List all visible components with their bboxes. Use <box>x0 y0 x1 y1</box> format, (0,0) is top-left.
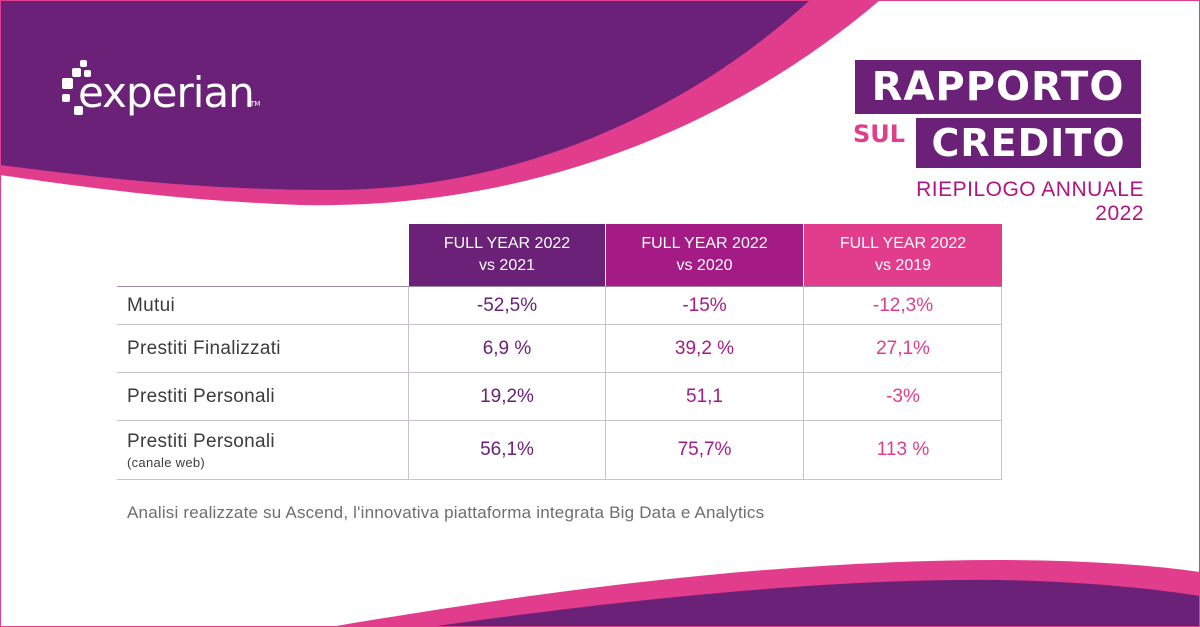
column-header-2019: FULL YEAR 2022 vs 2019 <box>804 224 1002 286</box>
table-cell: 51,1 <box>686 385 723 407</box>
table-row: Prestiti Personali 19,2% 51,1 -3% <box>117 372 1002 420</box>
logo-trademark: TM <box>250 100 261 108</box>
column-header-2020: FULL YEAR 2022 vs 2020 <box>606 224 803 286</box>
column-header-2021: FULL YEAR 2022 vs 2021 <box>409 224 605 286</box>
logo-wordmark: experian <box>78 68 255 117</box>
title-rapporto-box: RAPPORTO <box>855 60 1141 114</box>
table-cell: 56,1% <box>480 439 534 460</box>
table-cell: -15% <box>682 294 727 316</box>
table-cell: 75,7% <box>677 439 732 460</box>
row-label-text: Prestiti Personali <box>127 385 275 407</box>
title-subtitle: RIEPILOGO ANNUALE 2022 <box>916 178 1144 225</box>
title-credito-box: CREDITO <box>916 118 1141 168</box>
table-header-row: FULL YEAR 2022 vs 2021 FULL YEAR 2022 vs… <box>117 224 1002 286</box>
column-header-line2: vs 2020 <box>676 257 733 274</box>
table-cell: -12,3% <box>872 294 934 316</box>
title-rapporto: RAPPORTO <box>871 64 1125 110</box>
table-row: Mutui -52,5% -15% -12,3% <box>117 286 1002 324</box>
row-label-text: Mutui <box>127 294 175 316</box>
column-header-line2: vs 2021 <box>478 257 536 274</box>
table-cell: 27,1% <box>876 337 930 359</box>
logo-dots-icon <box>62 60 91 115</box>
row-label: Prestiti Finalizzati <box>127 325 281 372</box>
column-header-line1: FULL YEAR 2022 <box>443 235 571 252</box>
experian-logo: experian TM <box>60 60 260 130</box>
table-cell: 19,2% <box>480 385 534 407</box>
column-header-line1: FULL YEAR 2022 <box>641 235 768 252</box>
table-row: Prestiti Finalizzati 6,9 % 39,2 % 27,1% <box>117 324 1002 372</box>
table-cell: -3% <box>886 385 920 407</box>
column-header-line1: FULL YEAR 2022 <box>839 235 967 252</box>
column-header-line2: vs 2019 <box>874 257 932 274</box>
row-label-text: Prestiti Personali <box>127 430 275 452</box>
title-credito: CREDITO <box>931 121 1126 165</box>
title-sul: SUL <box>853 120 906 148</box>
footnote: Analisi realizzate su Ascend, l'innovati… <box>127 503 765 522</box>
row-label: Prestiti Personali <box>127 373 275 420</box>
row-sublabel: (canale web) <box>127 454 206 470</box>
table-cell: 113 % <box>876 439 930 460</box>
data-table: FULL YEAR 2022 vs 2021 FULL YEAR 2022 vs… <box>117 224 1002 480</box>
table-cell: 39,2 % <box>674 337 735 359</box>
table-cell: 6,9 % <box>482 337 532 359</box>
table-row: Prestiti Personali (canale web) 56,1% 75… <box>117 420 1002 480</box>
table-cell: -52,5% <box>476 294 538 316</box>
row-label: Mutui <box>127 287 175 324</box>
row-label: Prestiti Personali (canale web) <box>127 421 275 479</box>
row-label-text: Prestiti Finalizzati <box>127 337 281 359</box>
